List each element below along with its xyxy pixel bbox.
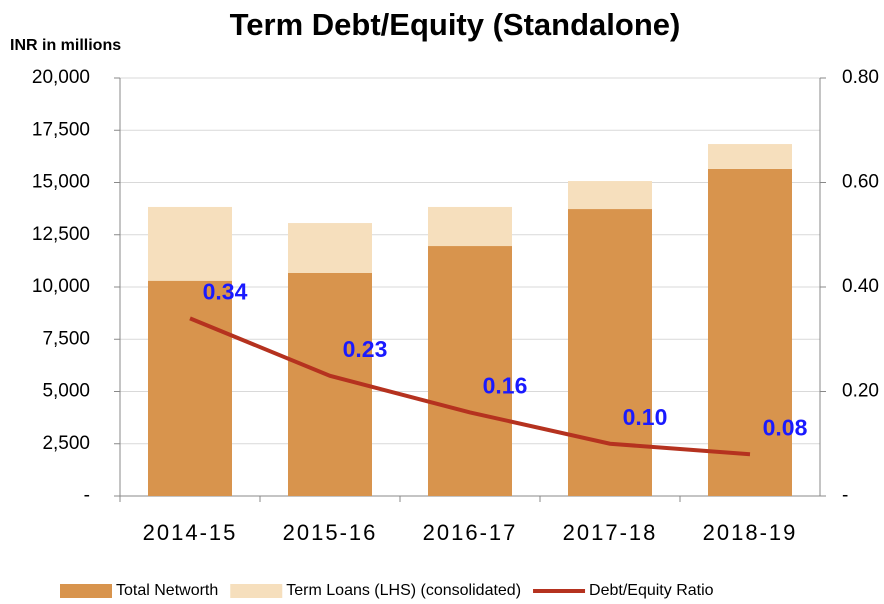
data-label: 0.34 — [203, 278, 248, 304]
data-label: 0.08 — [763, 414, 808, 440]
legend-label: Debt/Equity Ratio — [589, 582, 714, 599]
data-label: 0.16 — [483, 372, 528, 398]
y2-tick-label: - — [842, 485, 848, 506]
data-label: 0.23 — [343, 336, 388, 362]
bar-segment — [568, 209, 652, 496]
y2-tick-label: 0.60 — [842, 172, 879, 193]
bar-segment — [708, 144, 792, 169]
y2-tick-label: 0.80 — [842, 67, 879, 88]
chart-title: Term Debt/Equity (Standalone) — [230, 7, 681, 42]
bar-segment — [148, 280, 232, 496]
y-tick-label: 20,000 — [32, 67, 90, 88]
y-axis-label: INR in millions — [10, 37, 121, 54]
y-tick-label: 17,500 — [32, 119, 90, 140]
y-tick-label: 7,500 — [42, 328, 90, 349]
legend-swatch — [230, 584, 283, 598]
x-tick-label: 2014-15 — [143, 520, 238, 545]
bar-segment — [288, 223, 372, 273]
x-tick-label: 2017-18 — [563, 520, 658, 545]
y-tick-label: 5,000 — [42, 381, 90, 402]
legend-swatch — [60, 584, 112, 598]
bar-segment — [428, 246, 512, 496]
bar-segment — [708, 168, 792, 497]
y2-tick-label: 0.40 — [842, 276, 879, 297]
data-label: 0.10 — [623, 404, 668, 430]
y-tick-label: 10,000 — [32, 276, 90, 297]
y-tick-label: 15,000 — [32, 172, 90, 193]
y2-tick-label: 0.20 — [842, 381, 879, 402]
y-tick-label: 12,500 — [32, 224, 90, 245]
ratio-line — [189, 316, 751, 457]
bar-segment — [568, 181, 652, 210]
x-tick-label: 2016-17 — [423, 520, 518, 545]
bar-segment — [148, 206, 232, 281]
x-tick-label: 2015-16 — [283, 520, 378, 545]
bar-segment — [428, 206, 512, 247]
legend-label: Term Loans (LHS) (consolidated) — [286, 582, 521, 599]
y-tick-label: - — [84, 485, 90, 506]
legend-label: Total Networth — [116, 582, 218, 599]
x-tick-label: 2018-19 — [703, 520, 798, 545]
y-tick-label: 2,500 — [42, 433, 90, 454]
